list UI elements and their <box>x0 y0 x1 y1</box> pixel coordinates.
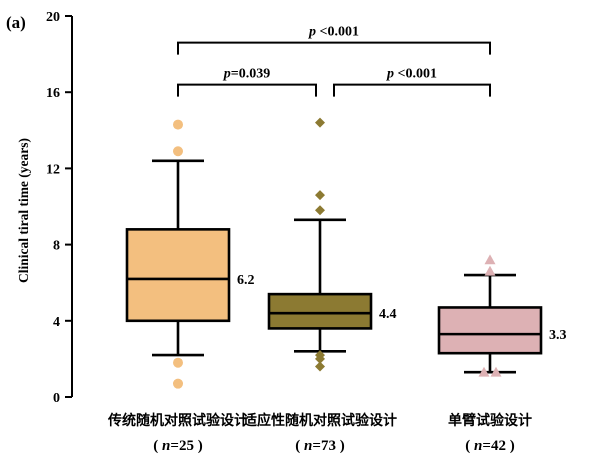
outlier-point <box>315 205 325 216</box>
y-tick-label: 12 <box>46 162 60 177</box>
bracket-line <box>177 41 491 55</box>
significance-bracket: p <0.001 <box>177 25 491 55</box>
plot-area: 6.2 传统随机对照试验设计 ( n=25 ) 4.4 适应性随机对照试验设计 ( n=7… <box>107 25 567 454</box>
category-label: 传统随机对照试验设计 <box>107 412 248 429</box>
outlier-point <box>173 146 183 157</box>
category-n-label: ( n=73 ) <box>295 438 344 454</box>
box-group: 3.3 单臂试验设计 ( n=42 ) <box>437 254 567 454</box>
box <box>125 228 231 323</box>
outlier-point <box>173 378 183 389</box>
outlier-point <box>315 353 325 364</box>
outlier-point <box>315 190 325 201</box>
outlier-point <box>315 117 325 128</box>
y-tick-label: 0 <box>53 391 60 406</box>
y-tick-label: 4 <box>53 315 60 330</box>
outlier-point <box>315 361 325 372</box>
axes: 0 4 8 12 16 20 <box>46 10 73 406</box>
outlier-point <box>173 357 183 368</box>
outlier-point <box>490 366 502 377</box>
median-label: 6.2 <box>237 273 255 288</box>
p-value-label: p <0.001 <box>386 67 437 82</box>
significance-bracket: p <0.001 <box>333 67 491 97</box>
box <box>267 292 373 330</box>
outlier-point <box>484 265 496 276</box>
y-tick-label: 8 <box>53 239 60 254</box>
significance-bracket: p=0.039 <box>177 67 317 97</box>
median-label: 3.3 <box>549 328 567 343</box>
median-label: 4.4 <box>379 307 397 322</box>
bracket-line <box>177 83 317 97</box>
p-value-label: p <0.001 <box>308 25 359 40</box>
panel-label: (a) <box>6 13 26 32</box>
box <box>437 306 543 355</box>
category-n-label: ( n=42 ) <box>465 438 514 454</box>
category-label: 适应性随机对照试验设计 <box>243 412 397 429</box>
outlier-point <box>478 366 490 377</box>
p-value-label: p=0.039 <box>223 67 270 82</box>
y-tick-label: 16 <box>46 86 60 101</box>
y-axis-label: Clinical tiral time (years) <box>16 138 31 283</box>
outlier-point <box>173 119 183 130</box>
category-n-label: ( n=25 ) <box>153 438 202 454</box>
box-group: 6.2 传统随机对照试验设计 ( n=25 ) <box>107 119 255 454</box>
y-tick-label: 20 <box>46 10 60 25</box>
bracket-line <box>333 83 491 97</box>
outlier-point <box>484 254 496 265</box>
category-label: 单臂试验设计 <box>448 412 532 429</box>
box-group: 4.4 适应性随机对照试验设计 ( n=73 ) <box>243 117 397 454</box>
